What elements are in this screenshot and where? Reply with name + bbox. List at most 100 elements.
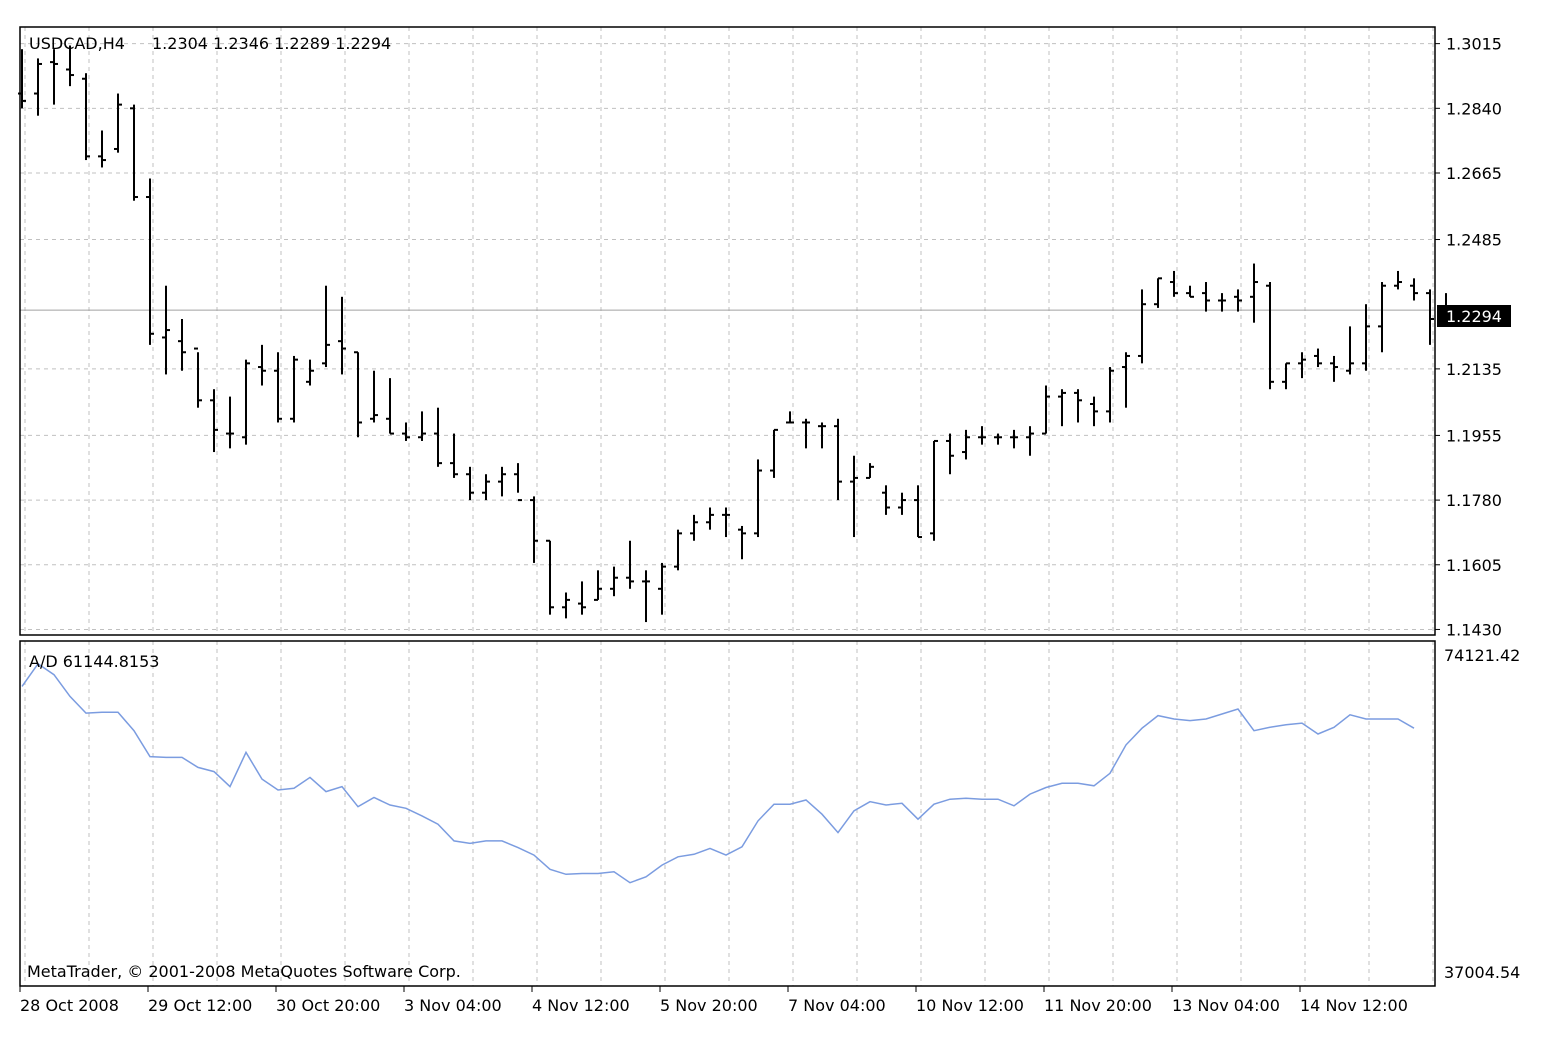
ohlc-bar: [354, 351, 362, 438]
ohlc-bar: [1250, 263, 1258, 323]
ohlc-bar: [370, 370, 378, 423]
ohlc-bar: [834, 418, 842, 501]
ohlc-bar: [146, 178, 154, 345]
ohlc-bar: [914, 485, 922, 539]
ohlc-bar: [1234, 289, 1242, 312]
ohlc-bar: [402, 422, 410, 441]
ohlc-bar: [578, 581, 586, 615]
ohlc-bar: [82, 73, 90, 161]
ohlc-bar: [1090, 396, 1098, 427]
ohlc-bar: [322, 285, 330, 368]
ohlc-bar: [50, 49, 58, 105]
price-axis: 1.3015 1.2840 1.2665 1.2485 1.2135 1.1955 1.17…: [1435, 35, 1502, 639]
ohlc-bar: [946, 433, 954, 475]
price-tick-label: 1.1780: [1446, 491, 1502, 510]
ohlc-bar: [754, 459, 762, 538]
ohlc-bar: [1074, 389, 1082, 423]
ohlc-bar: [626, 540, 634, 589]
ohlc-bar: [610, 566, 618, 597]
ohlc-bar: [562, 592, 570, 619]
ohlc-bar: [514, 463, 522, 502]
ohlc-bar: [1202, 282, 1210, 312]
ohlc-bar: [1154, 277, 1162, 308]
ohlc-bar: [674, 529, 682, 571]
ohlc-bar: [882, 485, 890, 515]
ohlc-bar: [1266, 282, 1274, 390]
ohlc-bar: [1298, 352, 1306, 379]
ohlc-values: 1.2304 1.2346 1.2289 1.2294: [152, 34, 391, 53]
ohlc-bar: [1106, 367, 1114, 423]
ohlc-bar: [706, 507, 714, 530]
ohlc-bar: [1218, 293, 1226, 312]
ohlc-bar: [1138, 289, 1146, 364]
time-tick-label: 29 Oct 12:00: [148, 996, 252, 1015]
time-tick-label: 7 Nov 04:00: [788, 996, 886, 1015]
time-tick-label: 3 Nov 04:00: [404, 996, 502, 1015]
ohlc-bar: [898, 492, 906, 515]
time-axis: 28 Oct 2008 29 Oct 12:00 30 Oct 20:00 3 Nov…: [19, 986, 1408, 1015]
ohlc-bar: [594, 570, 602, 601]
ohlc-bar: [722, 507, 730, 538]
ohlc-bar: [738, 525, 746, 560]
ohlc-bar: [290, 355, 298, 423]
ohlc-bar: [130, 104, 138, 201]
ohlc-bar: [930, 439, 938, 541]
ohlc-bar: [418, 411, 426, 441]
ad-grid: [24, 641, 1434, 986]
time-tick-label: 11 Nov 20:00: [1044, 996, 1152, 1015]
ohlc-bar: [482, 474, 490, 501]
time-tick-label: 13 Nov 04:00: [1172, 996, 1280, 1015]
time-tick-label: 14 Nov 12:00: [1300, 996, 1408, 1015]
ohlc-bar: [210, 389, 218, 453]
ohlc-bar: [802, 418, 810, 449]
ohlc-bar: [1122, 352, 1130, 408]
ohlc-bar: [1042, 385, 1050, 435]
price-tick-label: 1.2840: [1446, 99, 1502, 118]
ohlc-bar: [658, 562, 666, 615]
ohlc-bar: [962, 429, 970, 460]
ohlc-bar: [818, 422, 826, 449]
time-tick-label: 4 Nov 12:00: [532, 996, 630, 1015]
ohlc-bar: [530, 496, 538, 563]
ad-axis-min: 37004.54: [1444, 963, 1520, 982]
ohlc-bar: [242, 359, 250, 445]
ohlc-bar: [258, 344, 266, 386]
ohlc-bar: [1282, 362, 1290, 390]
ohlc-bar: [1314, 348, 1322, 368]
last-price-badge: [1437, 305, 1511, 327]
ohlc-bar: [194, 347, 202, 408]
time-tick-label: 5 Nov 20:00: [660, 996, 758, 1015]
ohlc-bar: [1394, 270, 1402, 290]
ohlc-bar: [178, 318, 186, 371]
ohlc-bar: [114, 93, 122, 153]
ohlc-bar: [1330, 355, 1338, 382]
ad-line: [21, 662, 1415, 884]
symbol-label: USDCAD,H4: [29, 34, 125, 53]
ohlc-bar: [306, 359, 314, 386]
ad-pane-border: [19, 640, 1436, 987]
price-tick-label: 1.2485: [1446, 231, 1502, 250]
ad-indicator-label: A/D 61144.8153: [29, 652, 159, 671]
ohlc-bar: [466, 466, 474, 501]
ohlc-bar: [546, 539, 554, 615]
ohlc-bar: [162, 285, 170, 375]
ad-axis-max: 74121.42: [1444, 646, 1520, 665]
time-tick-label: 10 Nov 12:00: [916, 996, 1024, 1015]
price-tick-label: 1.1430: [1446, 620, 1502, 639]
ohlc-bar: [338, 296, 346, 375]
ohlc-bar: [1058, 389, 1066, 427]
price-grid: [20, 27, 1435, 635]
ohlc-bar: [34, 58, 42, 116]
ohlc-bar: [1410, 278, 1418, 301]
ohlc-bar: [1346, 326, 1354, 375]
ohlc-bar: [66, 45, 74, 87]
ohlc-bar: [690, 514, 698, 541]
ohlc-bar: [98, 130, 106, 168]
time-tick-label: 28 Oct 2008: [20, 996, 119, 1015]
price-tick-label: 1.2665: [1446, 164, 1502, 183]
price-tick-label: 1.1955: [1446, 426, 1502, 445]
ohlc-bar: [642, 570, 650, 623]
copyright-text: MetaTrader, © 2001-2008 MetaQuotes Softw…: [27, 962, 461, 981]
ohlc-bar: [1378, 282, 1386, 353]
